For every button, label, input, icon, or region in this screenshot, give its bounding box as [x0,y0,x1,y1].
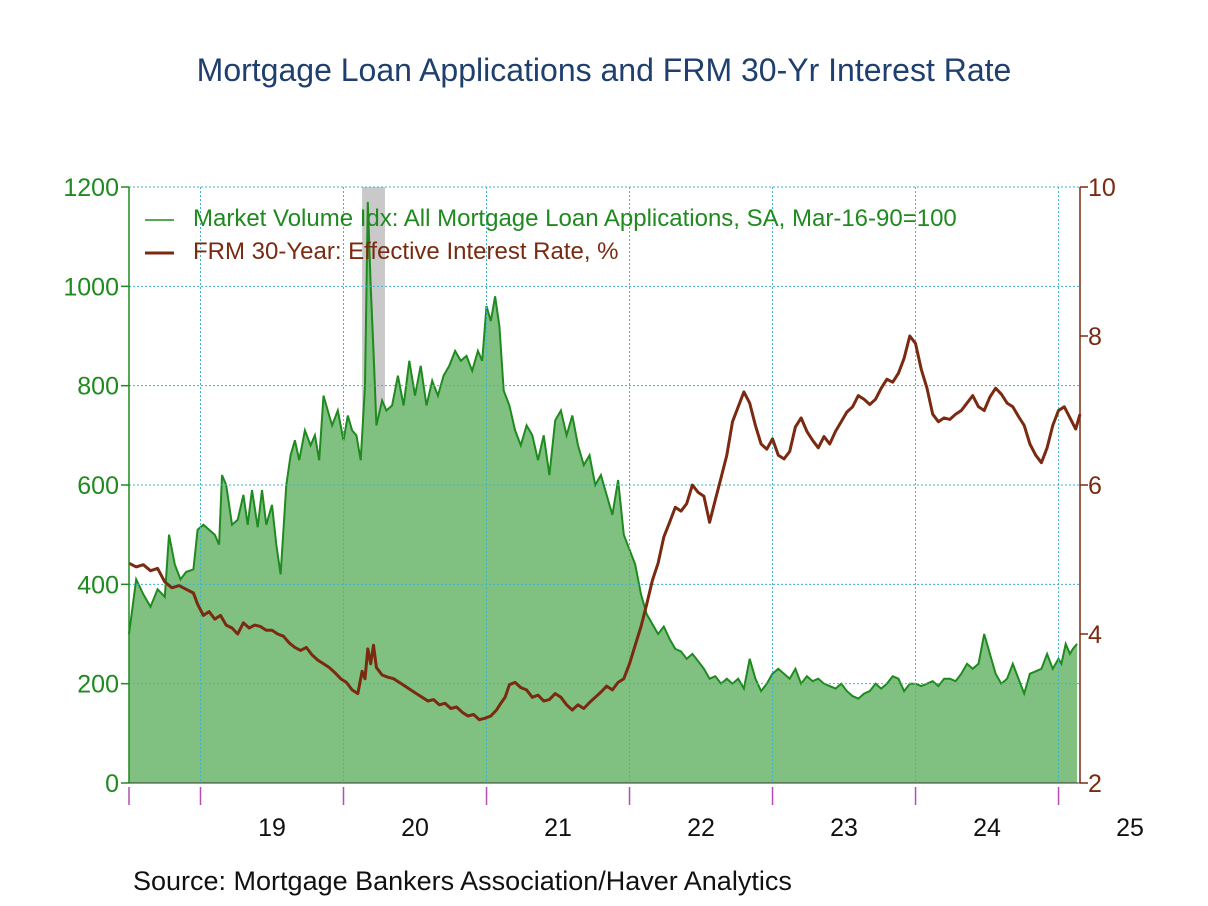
left-tick-label: 400 [77,571,119,599]
right-tick-label: 4 [1088,621,1102,649]
left-tick-label: 1200 [63,174,119,202]
left-tick-label: 1000 [63,273,119,301]
x-tick-label: 20 [401,814,429,842]
right-tick-label: 8 [1088,323,1102,351]
legend-label-volume: Market Volume Idx: All Mortgage Loan App… [193,205,957,232]
volume-area-layer [128,201,1078,783]
left-tick-label: 200 [77,671,119,699]
legend: Market Volume Idx: All Mortgage Loan App… [145,205,957,265]
x-tick-label: 24 [973,814,1001,842]
right-tick-label: 2 [1088,770,1102,798]
left-tick-label: 800 [77,373,119,401]
x-tick-label: 22 [687,814,715,842]
x-tick-label: 19 [258,814,286,842]
gridlines-layer [129,186,1080,783]
x-tick-label: 25 [1116,814,1144,842]
left-tick-label: 600 [77,472,119,500]
rate-series-line [128,334,1082,722]
right-tick-label: 10 [1088,174,1116,202]
rate-line-layer [128,334,1082,722]
right-tick-label: 6 [1088,472,1102,500]
x-tick-label: 23 [830,814,858,842]
source-note: Source: Mortgage Bankers Association/Hav… [133,866,792,896]
legend-label-rate: FRM 30-Year: Effective Interest Rate, % [193,238,619,265]
chart-title: Mortgage Loan Applications and FRM 30-Yr… [196,52,1012,88]
x-tick-label: 21 [544,814,572,842]
left-tick-label: 0 [105,770,119,798]
volume-series-line [128,201,1078,700]
volume-area-fill [129,201,1078,783]
